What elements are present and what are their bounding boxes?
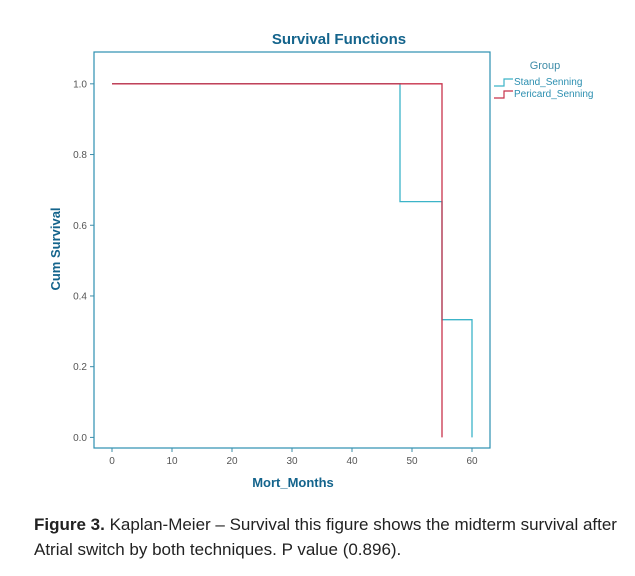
y-tick-label: 0.4 bbox=[73, 291, 87, 302]
legend-label: Stand_Senning bbox=[514, 77, 582, 88]
axis-ticks: 0 10 20 30 40 50 60 0.0 0.2 0.4 0.6 0.8 1.0 bbox=[73, 79, 478, 467]
caption-label: Figure 3. bbox=[34, 515, 105, 534]
x-tick-label: 0 bbox=[109, 456, 115, 467]
survival-chart: Survival Functions 0 10 20 30 40 50 60 0.0 0.2 0.… bbox=[48, 31, 594, 490]
y-tick-label: 1.0 bbox=[73, 79, 87, 90]
x-tick-label: 60 bbox=[466, 456, 478, 467]
x-tick-label: 20 bbox=[226, 456, 238, 467]
chart-title: Survival Functions bbox=[272, 31, 406, 48]
survival-curves bbox=[112, 83, 473, 438]
y-tick-label: 0.8 bbox=[73, 150, 87, 161]
legend-swatch bbox=[494, 90, 513, 99]
series-line-pericard-senning bbox=[112, 83, 443, 438]
x-tick-label: 50 bbox=[406, 456, 418, 467]
x-tick-label: 30 bbox=[286, 456, 298, 467]
plot-frame bbox=[93, 51, 491, 449]
x-tick-label: 10 bbox=[166, 456, 178, 467]
legend-title: Group bbox=[530, 60, 561, 72]
y-tick-label: 0.6 bbox=[73, 221, 87, 232]
figure-caption: Figure 3. Kaplan-Meier – Survival this f… bbox=[34, 512, 624, 562]
x-tick-label: 40 bbox=[346, 456, 358, 467]
legend-swatch bbox=[494, 78, 513, 87]
y-tick-label: 0.0 bbox=[73, 433, 87, 444]
y-axis-label: Cum Survival bbox=[48, 207, 63, 290]
y-tick-label: 0.2 bbox=[73, 362, 87, 373]
series-line-stand-senning bbox=[112, 83, 473, 438]
legend-label: Pericard_Senning bbox=[514, 89, 594, 100]
x-axis-label: Mort_Months bbox=[252, 475, 334, 490]
caption-text: Kaplan-Meier – Survival this figure show… bbox=[34, 515, 617, 559]
